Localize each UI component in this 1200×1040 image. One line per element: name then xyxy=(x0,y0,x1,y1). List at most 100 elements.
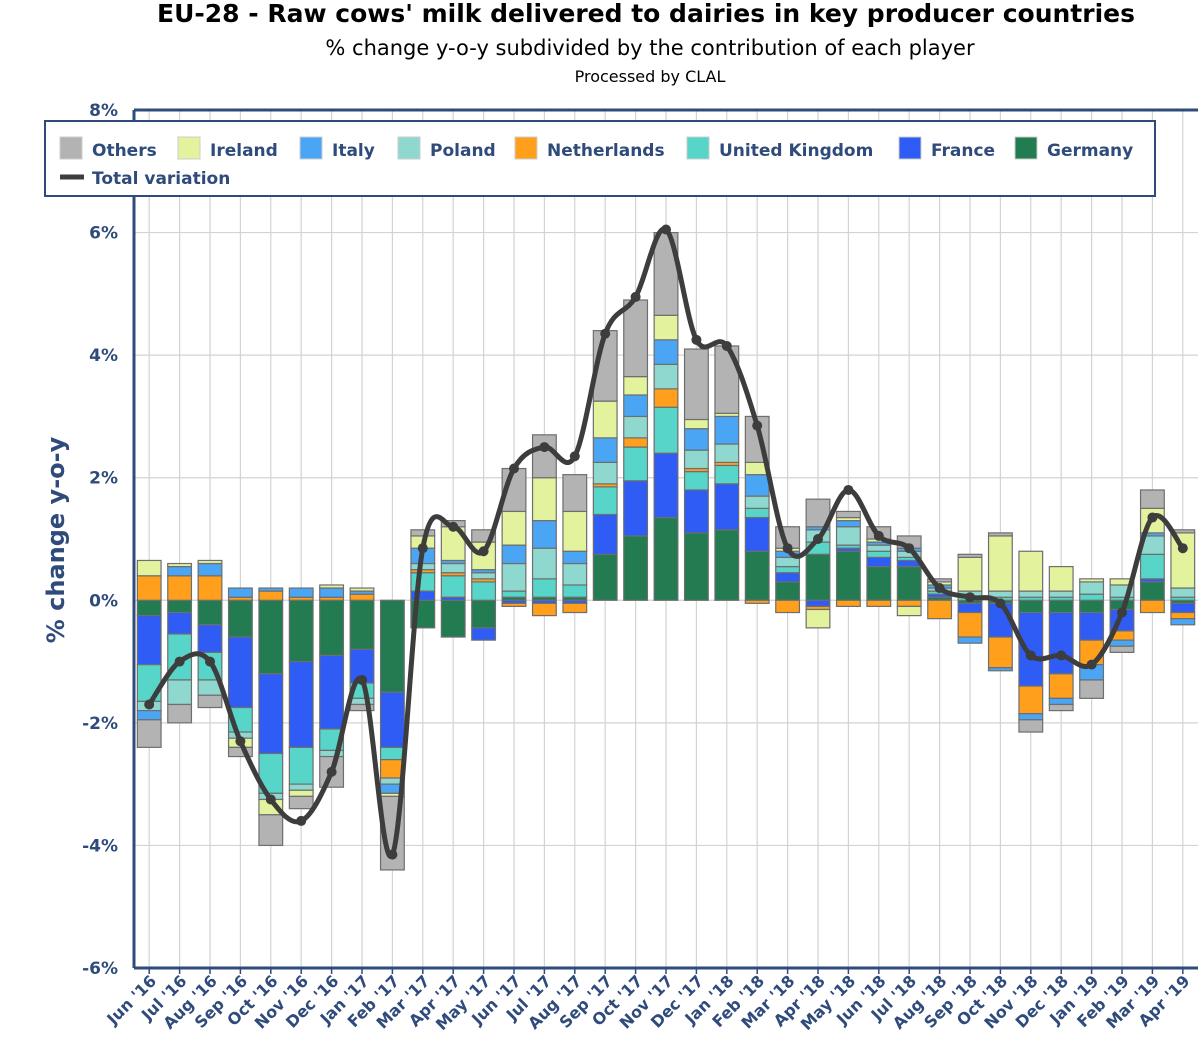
bar-poland xyxy=(623,415,649,439)
bar-france xyxy=(957,602,983,614)
bar-others xyxy=(1139,489,1165,509)
bar-ireland xyxy=(136,559,162,577)
bar-others xyxy=(410,529,436,537)
total-variation-point xyxy=(569,451,580,462)
legend-swatch-united-kingdom xyxy=(686,136,710,160)
bar-italy xyxy=(531,520,557,549)
legend-swatch-ireland xyxy=(177,136,201,160)
bar-netherlands xyxy=(167,575,193,601)
legend-label: Total variation xyxy=(92,169,230,189)
bar-ireland xyxy=(592,400,618,439)
total-variation-point xyxy=(205,656,215,667)
total-variation-point xyxy=(843,484,854,495)
total-variation-point xyxy=(1117,607,1127,618)
total-variation-point xyxy=(448,521,459,532)
y-tick-label: -4% xyxy=(82,836,118,856)
bar-ireland xyxy=(1048,565,1074,592)
legend: Others Ireland Italy Poland Netherlands Unite… xyxy=(44,120,1156,197)
total-variation-point xyxy=(478,546,489,557)
total-variation-point xyxy=(296,815,307,826)
chart-subtitle: % change y-o-y subdivided by the contrib… xyxy=(325,36,975,60)
bar-poland xyxy=(1170,587,1196,598)
bar-netherlands xyxy=(653,388,679,408)
bar-germany xyxy=(835,550,861,601)
bar-germany xyxy=(319,599,345,657)
bar-germany xyxy=(1048,599,1074,614)
y-tick-label: 8% xyxy=(89,101,118,121)
total-variation-point xyxy=(965,592,975,603)
bar-italy xyxy=(1048,697,1074,706)
bar-others xyxy=(683,348,709,421)
total-variation-point xyxy=(721,340,732,351)
total-variation-point xyxy=(630,291,641,302)
bar-poland xyxy=(1079,581,1105,595)
bar-united-kingdom xyxy=(410,572,436,592)
bar-france xyxy=(1170,602,1196,614)
bar-netherlands xyxy=(258,590,284,601)
bar-united-kingdom xyxy=(592,486,618,516)
bar-poland xyxy=(167,679,193,706)
legend-label: Ireland xyxy=(210,141,278,161)
bar-others xyxy=(288,795,314,810)
bar-united-kingdom xyxy=(379,746,405,761)
bar-poland xyxy=(653,363,679,390)
bar-others xyxy=(197,694,223,709)
bar-ireland xyxy=(197,559,223,565)
total-variation-point xyxy=(509,463,519,474)
bar-france xyxy=(866,556,892,568)
total-variation-point xyxy=(873,530,884,541)
bar-ireland xyxy=(1018,550,1044,592)
bar-netherlands xyxy=(957,611,983,638)
bar-united-kingdom xyxy=(562,584,588,598)
total-variation-point xyxy=(904,543,915,554)
bar-others xyxy=(623,299,649,378)
y-tick-label: 4% xyxy=(89,346,118,366)
bar-italy xyxy=(167,565,193,577)
bar-poland xyxy=(471,572,497,580)
bar-germany xyxy=(1018,599,1044,614)
y-tick-label: 0% xyxy=(89,591,118,611)
bar-italy xyxy=(562,550,588,565)
legend-box xyxy=(44,120,1156,197)
bar-netherlands xyxy=(1048,673,1074,699)
bar-others xyxy=(835,510,861,519)
bar-france xyxy=(683,489,709,534)
bar-others xyxy=(1018,719,1044,733)
bar-netherlands xyxy=(349,593,375,601)
bar-germany xyxy=(379,599,405,693)
total-variation-point xyxy=(144,699,155,710)
bar-netherlands xyxy=(1018,685,1044,715)
legend-label: Netherlands xyxy=(547,141,665,161)
bar-germany xyxy=(653,516,679,601)
bar-others xyxy=(562,474,588,513)
y-axis-label: % change y-o-y xyxy=(42,436,70,643)
total-variation-point xyxy=(691,334,702,345)
bar-united-kingdom xyxy=(653,406,679,454)
y-tick-label: -6% xyxy=(82,959,118,979)
bar-united-kingdom xyxy=(866,550,892,558)
bar-germany xyxy=(805,553,831,601)
bar-france xyxy=(319,654,345,730)
bar-netherlands xyxy=(623,437,649,448)
total-variation-point xyxy=(1056,650,1067,661)
bar-ireland xyxy=(167,562,193,568)
bar-netherlands xyxy=(896,599,922,608)
bar-netherlands xyxy=(1139,599,1165,614)
bar-netherlands xyxy=(531,602,557,617)
bar-italy xyxy=(136,709,162,721)
legend-swatch-germany xyxy=(1014,136,1038,160)
bar-germany xyxy=(227,599,253,638)
chart-title: EU-28 - Raw cows' milk delivered to dair… xyxy=(157,0,1135,28)
bar-netherlands xyxy=(197,575,223,601)
total-variation-point xyxy=(782,543,793,554)
bar-others xyxy=(1079,679,1105,699)
bar-italy xyxy=(227,587,253,598)
bar-france xyxy=(1048,611,1074,675)
total-variation-point xyxy=(934,583,945,594)
total-variation-point xyxy=(1147,512,1158,523)
bar-others xyxy=(258,814,284,847)
bar-france xyxy=(136,615,162,666)
legend-label: Poland xyxy=(430,141,496,161)
bar-others xyxy=(1109,645,1135,653)
legend-swatch-netherlands xyxy=(514,136,538,160)
